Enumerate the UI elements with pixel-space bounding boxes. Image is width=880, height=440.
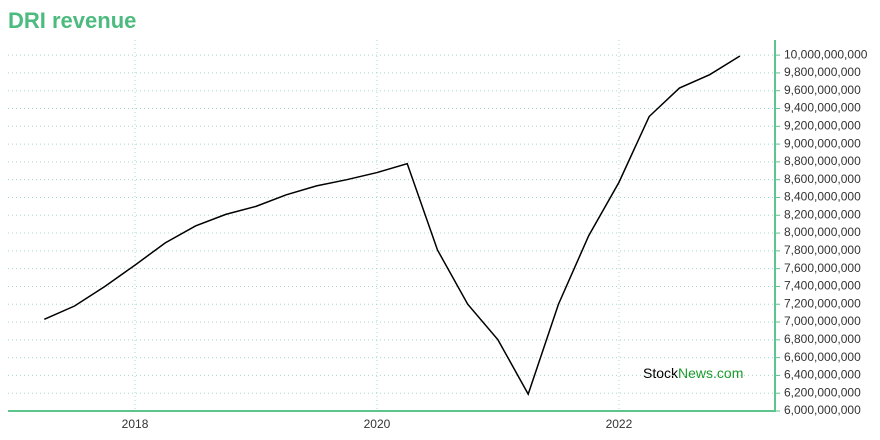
y-tick-label: 8,600,000,000	[784, 172, 861, 186]
y-tick-label: 6,200,000,000	[784, 385, 861, 399]
y-tick-label: 9,400,000,000	[784, 101, 861, 115]
y-tick-label: 9,800,000,000	[784, 65, 861, 79]
y-tick-label: 9,600,000,000	[784, 83, 861, 97]
y-tick-label: 10,000,000,000	[784, 47, 868, 61]
y-tick-label: 6,400,000,000	[784, 368, 861, 382]
y-tick-label: 8,800,000,000	[784, 154, 861, 168]
x-tick-label: 2018	[122, 417, 149, 431]
y-tick-label: 6,000,000,000	[784, 403, 861, 417]
x-tick-label: 2022	[606, 417, 633, 431]
chart-title: DRI revenue	[8, 8, 136, 33]
watermark-left: Stock	[643, 365, 679, 381]
watermark: StockNews.com	[643, 365, 743, 381]
y-tick-label: 7,800,000,000	[784, 243, 861, 257]
y-tick-label: 8,200,000,000	[784, 207, 861, 221]
y-tick-label: 6,600,000,000	[784, 350, 861, 364]
y-tick-label: 6,800,000,000	[784, 332, 861, 346]
y-tick-label: 7,200,000,000	[784, 296, 861, 310]
watermark-right: News.com	[678, 365, 743, 381]
y-tick-label: 9,200,000,000	[784, 118, 861, 132]
y-tick-label: 8,000,000,000	[784, 225, 861, 239]
data-line	[43, 55, 741, 396]
y-tick-label: 7,600,000,000	[784, 261, 861, 275]
y-tick-label: 9,000,000,000	[784, 136, 861, 150]
y-tick-label: 7,000,000,000	[784, 314, 861, 328]
y-tick-label: 7,400,000,000	[784, 279, 861, 293]
y-tick-label: 8,400,000,000	[784, 190, 861, 204]
x-tick-label: 2020	[364, 417, 391, 431]
